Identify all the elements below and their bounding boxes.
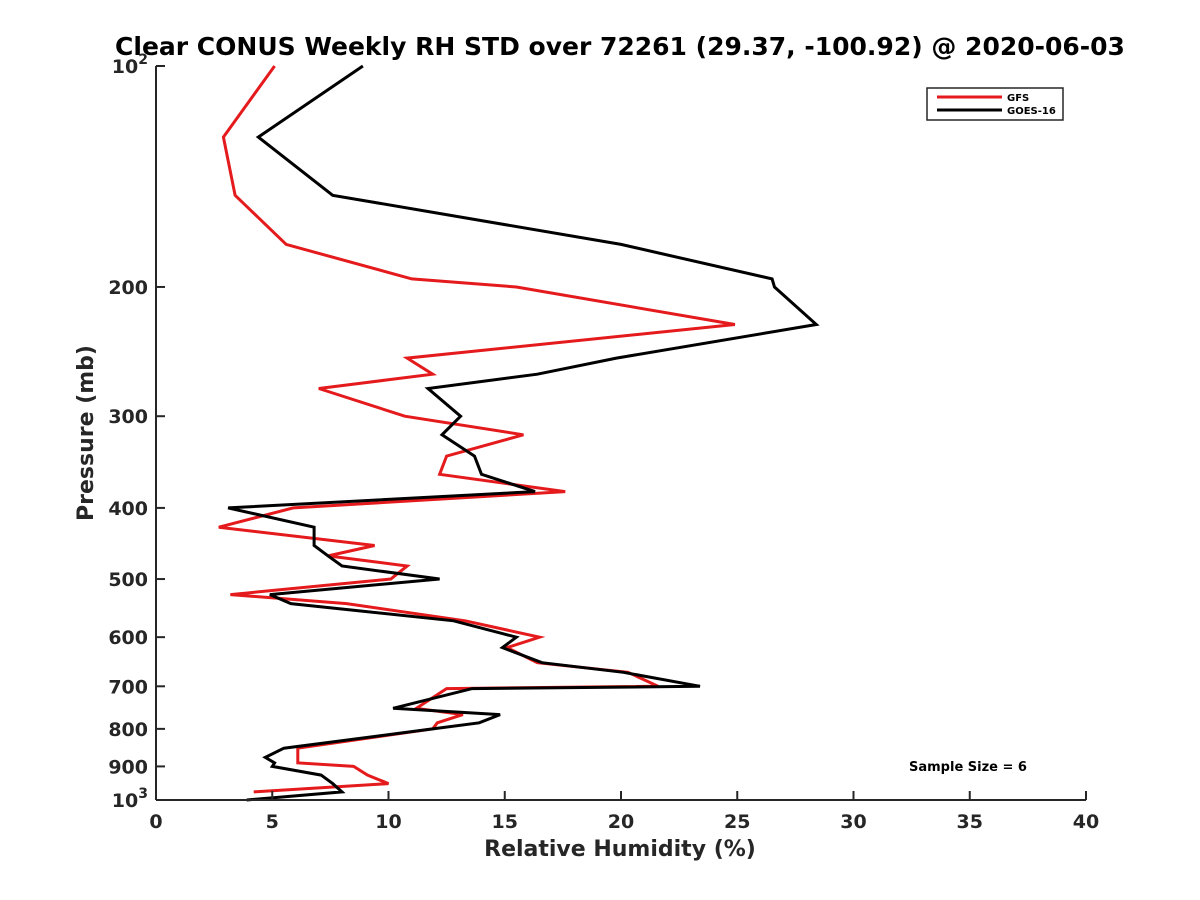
series-line-goes-16 [227, 64, 820, 802]
y-tick-label: 200 [108, 277, 148, 299]
x-tick-label: 40 [1073, 811, 1099, 833]
x-tick-label: 10 [375, 811, 401, 833]
axes: 0 5 10 15 20 25 30 35 40 102 200 300 400 500 600 700 800… [108, 52, 1099, 833]
y-tick-label: 700 [108, 676, 148, 698]
legend-label-goes-16: GOES-16 [1007, 106, 1056, 117]
y-tick-label: 300 [108, 406, 148, 428]
y-tick-label: 900 [108, 756, 148, 778]
sample-size-annotation: Sample Size = 6 [909, 760, 1027, 775]
y-tick-label: 600 [108, 627, 148, 649]
legend: GFS GOES-16 [926, 87, 1064, 121]
plot-lines [218, 64, 820, 802]
x-tick-label: 5 [266, 811, 279, 833]
y-tick-label: 500 [108, 569, 148, 591]
x-tick-label: 15 [492, 811, 518, 833]
y-tick-label: 103 [112, 786, 148, 812]
y-tick-label: 400 [108, 498, 148, 520]
legend-box [926, 87, 1064, 121]
y-axis-label: Pressure (mb) [74, 345, 99, 521]
x-tick-label: 25 [724, 811, 750, 833]
x-tick-label: 35 [957, 811, 983, 833]
x-tick-label: 30 [840, 811, 866, 833]
y-tick-label: 102 [112, 52, 148, 78]
x-tick-label: 20 [608, 811, 634, 833]
x-tick-label: 0 [149, 811, 162, 833]
chart-title: Clear CONUS Weekly RH STD over 72261 (29… [115, 32, 1125, 61]
y-tick-label: 800 [108, 719, 148, 741]
x-axis-label: Relative Humidity (%) [484, 837, 756, 862]
legend-label-gfs: GFS [1007, 93, 1029, 104]
